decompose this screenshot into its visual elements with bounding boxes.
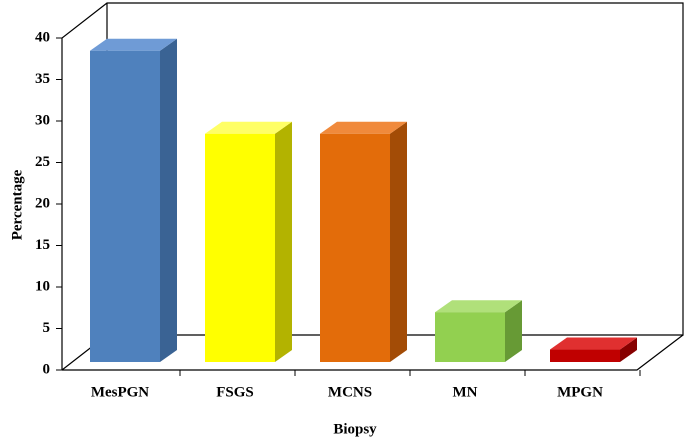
- bar-group: [320, 121, 407, 362]
- floor-front: [62, 334, 684, 371]
- x-axis-label: Biopsy: [333, 421, 377, 437]
- x-tick-label: MN: [453, 384, 478, 400]
- bar-top: [320, 121, 407, 134]
- bar-group: [90, 38, 177, 362]
- y-tick-label: 10: [35, 278, 50, 294]
- bar-group: [435, 300, 522, 362]
- x-tick-label: MPGN: [557, 384, 603, 400]
- x-tick-label: MCNS: [328, 384, 372, 400]
- bar: [90, 50, 160, 362]
- y-tick-label: 35: [35, 71, 50, 87]
- bar: [320, 133, 390, 362]
- bar-side: [505, 300, 522, 362]
- bar-top: [435, 300, 522, 313]
- bar: [205, 133, 275, 362]
- bar-side: [160, 38, 177, 362]
- bar-side: [275, 121, 292, 362]
- bar-group: [550, 337, 637, 362]
- x-tick-label: MesPGN: [91, 384, 149, 400]
- y-tick-label: 30: [35, 112, 50, 128]
- x-tick-label: FSGS: [216, 384, 254, 400]
- bar-top: [205, 121, 292, 134]
- y-tick-label: 25: [35, 154, 50, 170]
- bar-side: [620, 337, 637, 362]
- bar-side: [390, 121, 407, 362]
- y-tick-label: 5: [43, 320, 51, 336]
- bar-top: [550, 337, 637, 350]
- bar-group: [205, 121, 292, 362]
- bar-top: [90, 38, 177, 51]
- y-axis-label: Percentage: [9, 169, 25, 240]
- y-tick-label: 15: [35, 237, 50, 253]
- bar: [550, 349, 620, 362]
- y-tick-label: 0: [43, 361, 51, 377]
- bar: [435, 312, 505, 362]
- y-tick-label: 40: [35, 29, 50, 45]
- y-tick-label: 20: [35, 195, 50, 211]
